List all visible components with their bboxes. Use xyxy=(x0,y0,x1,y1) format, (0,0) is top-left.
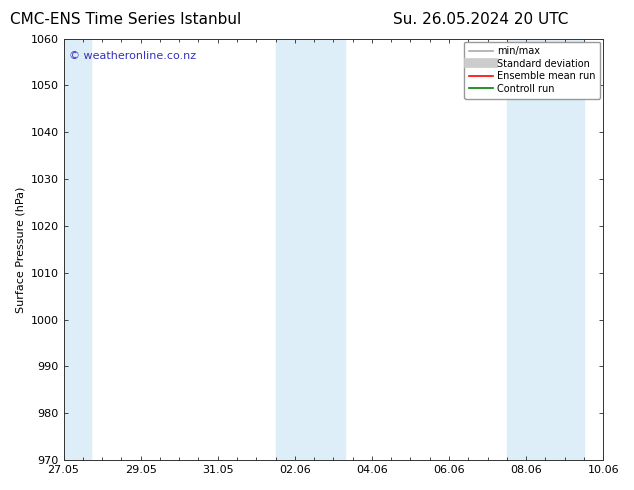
Bar xyxy=(507,39,584,460)
Text: Su. 26.05.2024 20 UTC: Su. 26.05.2024 20 UTC xyxy=(393,12,569,27)
Bar xyxy=(63,39,91,460)
Y-axis label: Surface Pressure (hPa): Surface Pressure (hPa) xyxy=(15,186,25,313)
Legend: min/max, Standard deviation, Ensemble mean run, Controll run: min/max, Standard deviation, Ensemble me… xyxy=(464,42,600,98)
Text: CMC-ENS Time Series Istanbul: CMC-ENS Time Series Istanbul xyxy=(10,12,241,27)
Bar xyxy=(276,39,345,460)
Text: © weatheronline.co.nz: © weatheronline.co.nz xyxy=(69,51,196,61)
